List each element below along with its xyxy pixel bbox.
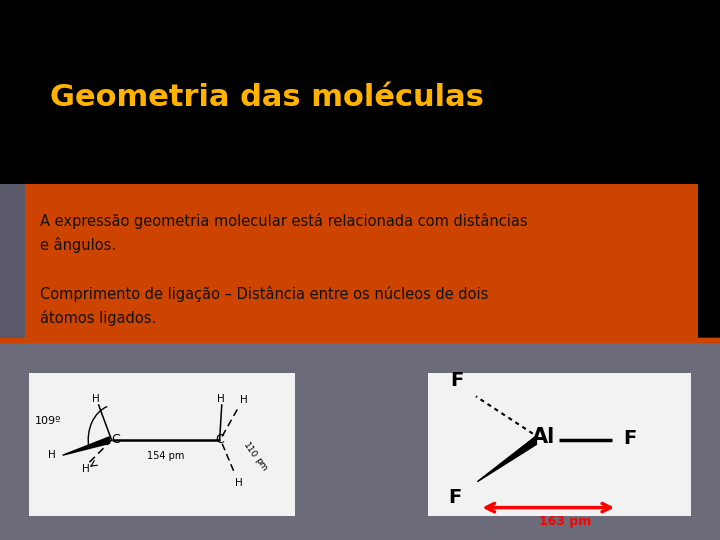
Bar	[0, 338, 720, 540]
Text: H: H	[217, 394, 225, 403]
Polygon shape	[63, 437, 109, 455]
Bar	[0, 338, 720, 342]
Text: pm: pm	[253, 456, 269, 473]
Text: Comprimento de ligação – Distância entre os núcleos de dois
átomos ligados.: Comprimento de ligação – Distância entre…	[40, 286, 488, 326]
Bar	[0, 184, 698, 338]
Text: C: C	[215, 433, 224, 446]
Polygon shape	[477, 436, 536, 482]
Text: 110: 110	[241, 441, 258, 461]
Text: 109º: 109º	[35, 416, 61, 426]
Text: C: C	[111, 433, 120, 446]
Text: A expressão geometria molecular está relacionada com distâncias
e ângulos.: A expressão geometria molecular está rel…	[40, 213, 527, 253]
Bar	[428, 373, 691, 516]
Bar	[29, 373, 295, 516]
Text: 154 pm: 154 pm	[147, 451, 184, 461]
Text: Al: Al	[532, 427, 555, 448]
Text: Geometria das moléculas: Geometria das moléculas	[50, 83, 485, 112]
Text: H: H	[240, 395, 248, 404]
Bar	[0, 184, 25, 338]
Text: H: H	[82, 464, 89, 474]
Text: H: H	[92, 394, 99, 403]
Text: F: F	[451, 370, 464, 390]
Text: 163 pm: 163 pm	[539, 515, 591, 528]
Text: F: F	[624, 429, 636, 448]
Text: H: H	[235, 478, 243, 488]
Text: F: F	[449, 488, 462, 508]
Text: H: H	[48, 450, 55, 460]
